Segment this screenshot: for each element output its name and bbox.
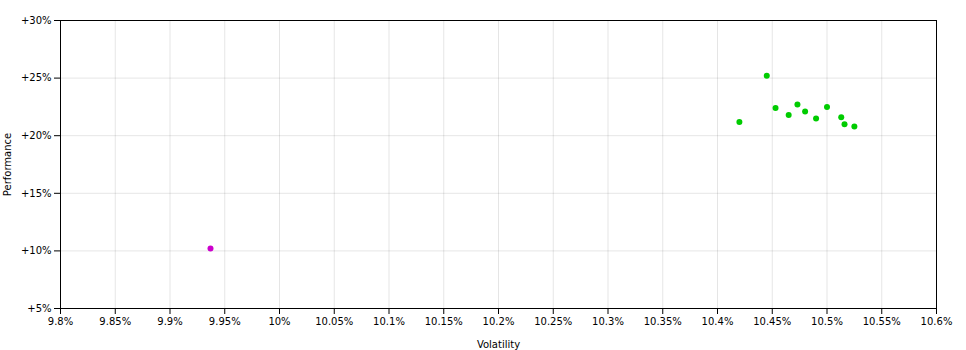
svg-text:10.25%: 10.25%: [534, 316, 572, 327]
svg-text:10.5%: 10.5%: [811, 316, 843, 327]
svg-text:10.6%: 10.6%: [921, 316, 953, 327]
svg-text:10.2%: 10.2%: [483, 316, 515, 327]
svg-text:10.3%: 10.3%: [592, 316, 624, 327]
svg-text:10.05%: 10.05%: [315, 316, 353, 327]
svg-text:9.95%: 9.95%: [209, 316, 241, 327]
svg-text:9.8%: 9.8%: [48, 316, 73, 327]
svg-text:10%: 10%: [268, 316, 290, 327]
svg-text:10.4%: 10.4%: [702, 316, 734, 327]
svg-text:+10%: +10%: [21, 245, 52, 256]
svg-text:10.45%: 10.45%: [753, 316, 791, 327]
svg-text:10.55%: 10.55%: [863, 316, 901, 327]
svg-text:+20%: +20%: [21, 130, 52, 141]
svg-text:Performance: Performance: [2, 133, 13, 196]
svg-text:10.15%: 10.15%: [425, 316, 463, 327]
svg-text:9.9%: 9.9%: [157, 316, 182, 327]
svg-text:10.1%: 10.1%: [373, 316, 405, 327]
svg-text:+15%: +15%: [21, 188, 52, 199]
svg-text:9.85%: 9.85%: [99, 316, 131, 327]
svg-text:+25%: +25%: [21, 72, 52, 83]
svg-text:+30%: +30%: [21, 15, 52, 26]
svg-text:Volatility: Volatility: [477, 339, 520, 350]
svg-text:10.35%: 10.35%: [644, 316, 682, 327]
svg-text:+5%: +5%: [27, 303, 51, 314]
